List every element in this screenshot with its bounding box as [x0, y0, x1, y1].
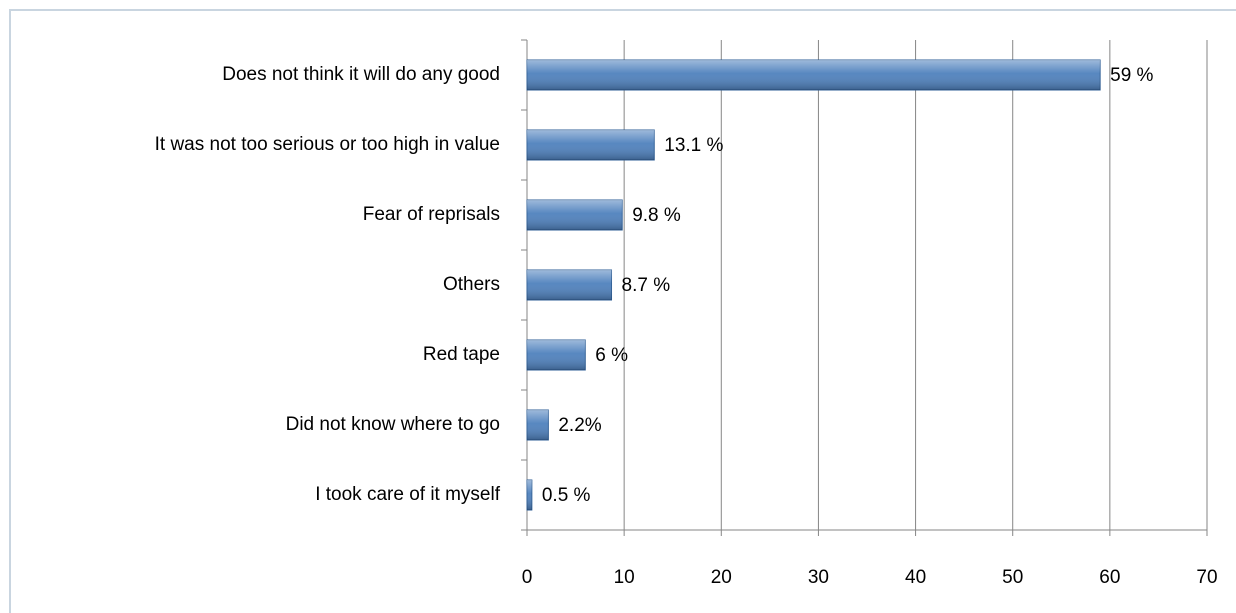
x-tick-label: 0	[522, 567, 533, 588]
value-label: 9.8 %	[632, 205, 681, 226]
x-tick-label: 40	[905, 567, 926, 588]
value-label: 8.7 %	[622, 275, 671, 296]
x-tick-label: 10	[614, 567, 635, 588]
value-label: 2.2%	[558, 415, 601, 436]
bar	[526, 269, 613, 301]
frame	[9, 9, 1236, 613]
value-label: 0.5 %	[542, 485, 591, 506]
category-label: Does not think it will do any good	[222, 64, 500, 85]
value-label: 59 %	[1110, 65, 1153, 86]
x-tick-label: 70	[1196, 567, 1217, 588]
bar	[526, 339, 586, 371]
category-label: Did not know where to go	[286, 414, 500, 435]
bar	[526, 409, 549, 441]
value-label: 6 %	[595, 345, 628, 366]
bar	[526, 129, 655, 161]
category-label: Red tape	[423, 344, 500, 365]
bar	[526, 199, 623, 231]
bar	[526, 479, 533, 511]
value-label: 13.1 %	[664, 135, 723, 156]
x-tick-label: 30	[808, 567, 829, 588]
x-tick-label: 60	[1099, 567, 1120, 588]
category-label: It was not too serious or too high in va…	[155, 134, 500, 155]
category-label: I took care of it myself	[315, 484, 501, 505]
category-label: Others	[443, 274, 500, 295]
x-tick-label: 20	[711, 567, 732, 588]
x-tick-label: 50	[1002, 567, 1023, 588]
bar	[526, 59, 1101, 91]
category-label: Fear of reprisals	[363, 204, 500, 225]
